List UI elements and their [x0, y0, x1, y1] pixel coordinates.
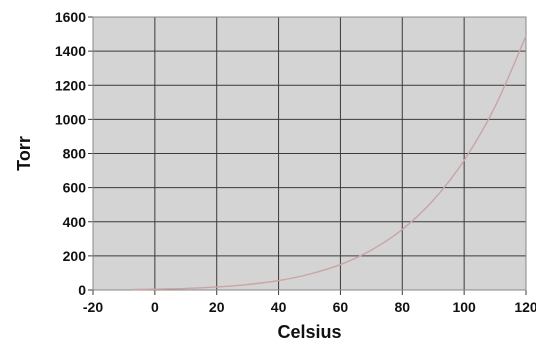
x-tick-label: 100 [452, 299, 476, 315]
x-tick-label: 60 [333, 299, 349, 315]
x-axis-label: Celsius [277, 322, 341, 342]
x-tick-label: 0 [151, 299, 159, 315]
x-tick-label: -20 [83, 299, 103, 315]
x-tick-label: 120 [514, 299, 536, 315]
y-tick-label: 800 [63, 146, 87, 162]
x-tick-labels: -20 0 20 40 60 80 100 120 [83, 299, 536, 315]
y-tick-label: 600 [63, 180, 87, 196]
x-tick-label: 40 [271, 299, 287, 315]
x-tick-label: 20 [209, 299, 225, 315]
y-tick-labels: 0 200 400 600 800 1000 1200 1400 1600 [55, 9, 86, 298]
y-tick-label: 0 [78, 282, 86, 298]
y-axis-label: Torr [14, 136, 34, 171]
y-tick-label: 1400 [55, 43, 86, 59]
y-tick-label: 400 [63, 214, 87, 230]
y-tick-label: 200 [63, 248, 87, 264]
series-line [133, 35, 527, 291]
plot-frame [92, 16, 527, 291]
y-tick-label: 1200 [55, 77, 86, 93]
x-tick-label: 80 [394, 299, 410, 315]
y-tick-label: 1000 [55, 111, 86, 127]
y-tick-label: 1600 [55, 9, 86, 25]
